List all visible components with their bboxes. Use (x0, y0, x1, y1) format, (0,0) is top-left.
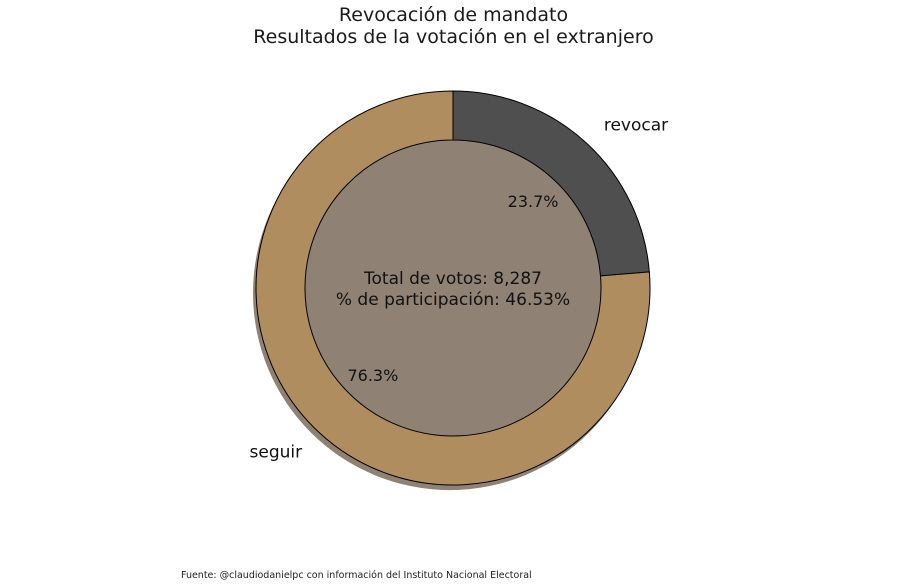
source-footer: Fuente: @claudiodanielpc con información… (181, 570, 532, 581)
chart-subtitle: Resultados de la votación en el extranje… (253, 26, 654, 48)
donut-slices (255, 90, 651, 486)
center-annotation: Total de votos: 8,287 % de participación… (336, 269, 570, 310)
chart-title: Revocación de mandato (338, 4, 569, 26)
slice-labels: revocar 23.7% seguir 76.3% (250, 115, 669, 462)
slice-seguir (255, 90, 651, 486)
center-participation: % de participación: 46.53% (336, 290, 570, 310)
donut-shadow-layer (252, 95, 647, 491)
slice-percent-revocar: 23.7% (508, 192, 559, 211)
slice-label-seguir: seguir (250, 443, 303, 463)
slice-percent-seguir: 76.3% (347, 366, 398, 385)
donut-shadow (252, 95, 647, 491)
slice-label-revocar: revocar (604, 115, 668, 135)
center-total-votes: Total de votos: 8,287 (363, 269, 542, 289)
